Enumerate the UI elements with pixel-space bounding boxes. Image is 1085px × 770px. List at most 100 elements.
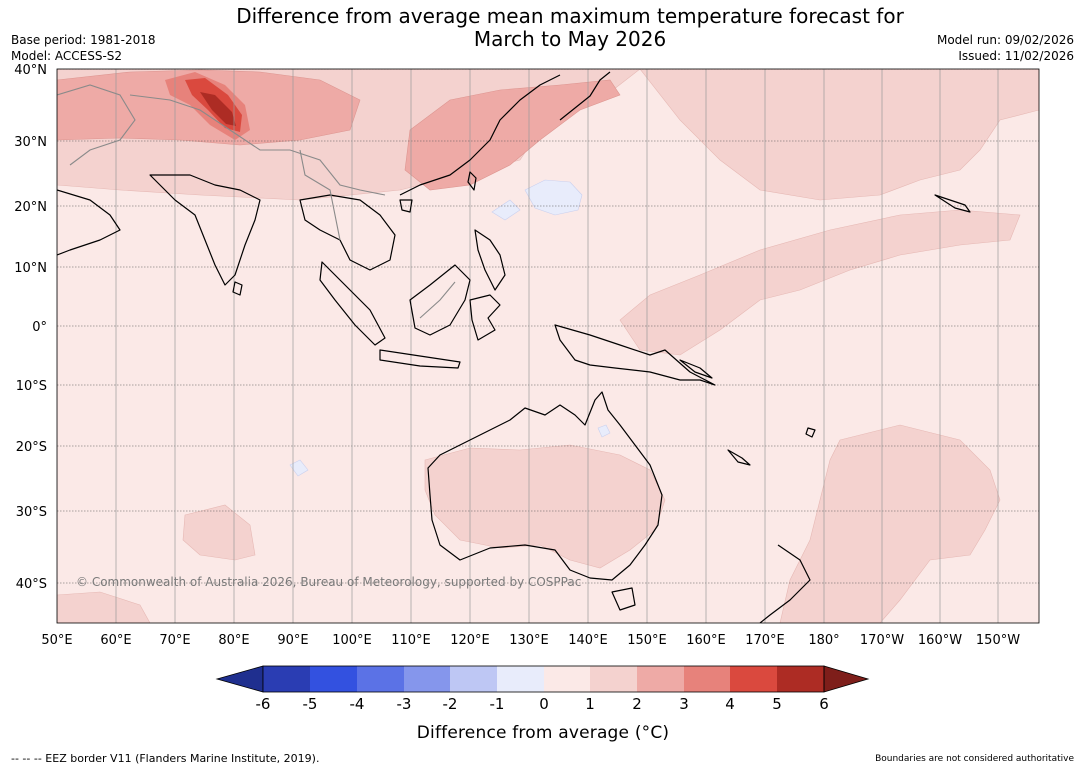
boundaries-disclaimer: Boundaries are not considered authoritat… (875, 754, 1074, 764)
lon-label-90e: 90°E (277, 633, 308, 648)
lon-label-130e: 130°E (509, 633, 549, 648)
longitude-labels: 50°E 60°E 70°E 80°E 90°E 100°E 110°E 120… (41, 633, 1020, 648)
base-period: Base period: 1981-2018 (11, 33, 156, 47)
issued-date: Issued: 11/02/2026 (958, 49, 1074, 63)
anomaly-australia-1-2 (424, 444, 666, 569)
map-frame (56, 68, 1040, 624)
colorbar-bin-2-3 (637, 666, 684, 692)
title-line-2: March to May 2026 (473, 27, 667, 51)
sulawesi-coastline (469, 294, 501, 341)
colorbar-high-extension (823, 665, 870, 693)
lon-label-150e: 150°E (627, 633, 667, 648)
border-south-asia (129, 94, 386, 196)
colorbar-bin-minus3-minus2 (404, 666, 450, 692)
solomon-islands-coastline (679, 359, 713, 379)
lon-label-180: 180° (808, 633, 839, 648)
australia-coastline (427, 391, 663, 581)
india-coastline (149, 174, 261, 286)
lon-label-170w: 170°W (860, 633, 904, 648)
anomaly-china-2-3 (404, 79, 621, 191)
border-mainland-sea (299, 149, 341, 241)
fiji-coastline (805, 427, 816, 438)
border-central-asia (57, 84, 136, 166)
sri-lanka-coastline (232, 281, 243, 296)
anomaly-gulf-negative (597, 424, 611, 438)
anomaly-nw-pacific-1-2 (639, 69, 1039, 201)
hawaii-coastline (934, 194, 971, 213)
cbar-tick-minus2: -2 (443, 695, 458, 713)
colorbar-bin-minus6-minus5 (263, 666, 310, 692)
borneo-coastline (409, 264, 471, 336)
colorbar: -6 -5 -4 -3 -2 -1 0 1 2 3 4 5 6 Differen… (215, 665, 870, 743)
colorbar-bin-minus4-minus3 (357, 666, 404, 692)
anomaly-south-china-sea-negative (491, 199, 521, 221)
lon-label-70e: 70°E (159, 633, 190, 648)
indochina-coastline (299, 194, 396, 271)
anomaly-pacific-band-1-2 (619, 209, 1021, 356)
colorbar-bin-5-6 (777, 666, 824, 692)
lat-label-10s: 10°S (16, 379, 47, 394)
colorbar-bin-minus2-minus1 (450, 666, 497, 692)
anomaly-south-pacific-1-2 (779, 424, 1001, 623)
cbar-tick-6: 6 (819, 695, 829, 713)
colorbar-bin-1-2 (590, 666, 637, 692)
anomaly-himalaya-5-6 (200, 92, 236, 126)
lat-label-20s: 20°S (16, 440, 47, 455)
lon-label-160w: 160°W (918, 633, 962, 648)
colorbar-bin-minus5-minus4 (310, 666, 357, 692)
lat-label-10n: 10°N (14, 261, 47, 276)
cbar-tick-minus4: -4 (350, 695, 365, 713)
border-borneo (419, 281, 456, 319)
lon-label-120e: 120°E (450, 633, 490, 648)
model-run: Model run: 09/02/2026 (936, 33, 1074, 47)
east-asia-coastline (399, 74, 561, 196)
cbar-tick-1: 1 (585, 695, 595, 713)
eez-border-note: -- -- -- EEZ border V11 (Flanders Marine… (11, 752, 320, 765)
lon-label-160e: 160°E (686, 633, 726, 648)
lon-label-170e: 170°E (745, 633, 785, 648)
meta-right: Model run: 09/02/2026 Issued: 11/02/2026 (937, 32, 1074, 64)
lon-label-50e: 50°E (41, 633, 72, 648)
latitude-labels: 40°N 30°N 20°N 10°N 0° 10°S 20°S 30°S 40… (14, 63, 47, 592)
taiwan-coastline (467, 171, 477, 191)
lon-label-150w: 150°W (976, 633, 1020, 648)
cbar-tick-5: 5 (772, 695, 782, 713)
meta-left: Base period: 1981-2018 Model: ACCESS-S2 (11, 32, 156, 64)
lat-label-40s: 40°S (16, 577, 47, 592)
colorbar-title: Difference from average (°C) (417, 723, 670, 743)
lat-label-30n: 30°N (14, 135, 47, 150)
colorbar-low-extension (215, 665, 264, 693)
cbar-tick-minus5: -5 (303, 695, 318, 713)
japan-coastline (559, 71, 611, 121)
hainan-coastline (399, 199, 413, 213)
colorbar-tick-labels: -6 -5 -4 -3 -2 -1 0 1 2 3 4 5 6 (256, 695, 829, 713)
java-coastline (379, 349, 461, 369)
cbar-tick-minus3: -3 (397, 695, 412, 713)
cbar-tick-minus6: -6 (256, 695, 271, 713)
lon-label-100e: 100°E (332, 633, 372, 648)
chart-title: Difference from average mean maximum tem… (0, 5, 1085, 51)
lon-label-110e: 110°E (391, 633, 431, 648)
lon-label-80e: 80°E (218, 633, 249, 648)
tasmania-coastline (611, 587, 636, 611)
new-guinea-coastline (554, 324, 716, 386)
lon-label-140e: 140°E (568, 633, 608, 648)
colorbar-bin-3-4 (684, 666, 730, 692)
title-line-1: Difference from average mean maximum tem… (236, 4, 904, 28)
map-area (57, 69, 1039, 623)
arabia-coastline (57, 189, 121, 256)
sumatra-coastline (319, 261, 386, 346)
colorbar-bin-4-5 (730, 666, 777, 692)
lat-label-0: 0° (32, 320, 47, 335)
graticule (57, 69, 1039, 623)
cbar-tick-3: 3 (679, 695, 689, 713)
colorbar-bin-minus1-0 (497, 666, 544, 692)
cbar-tick-minus1: -1 (490, 695, 505, 713)
anomaly-indian-ocean-negative (289, 459, 309, 477)
new-caledonia-coastline (727, 449, 751, 466)
country-borders (57, 84, 456, 319)
anomaly-indian-south-1-2 (182, 504, 256, 561)
model-name: Model: ACCESS-S2 (11, 49, 123, 63)
copyright-notice: © Commonwealth of Australia 2026, Bureau… (76, 575, 581, 589)
